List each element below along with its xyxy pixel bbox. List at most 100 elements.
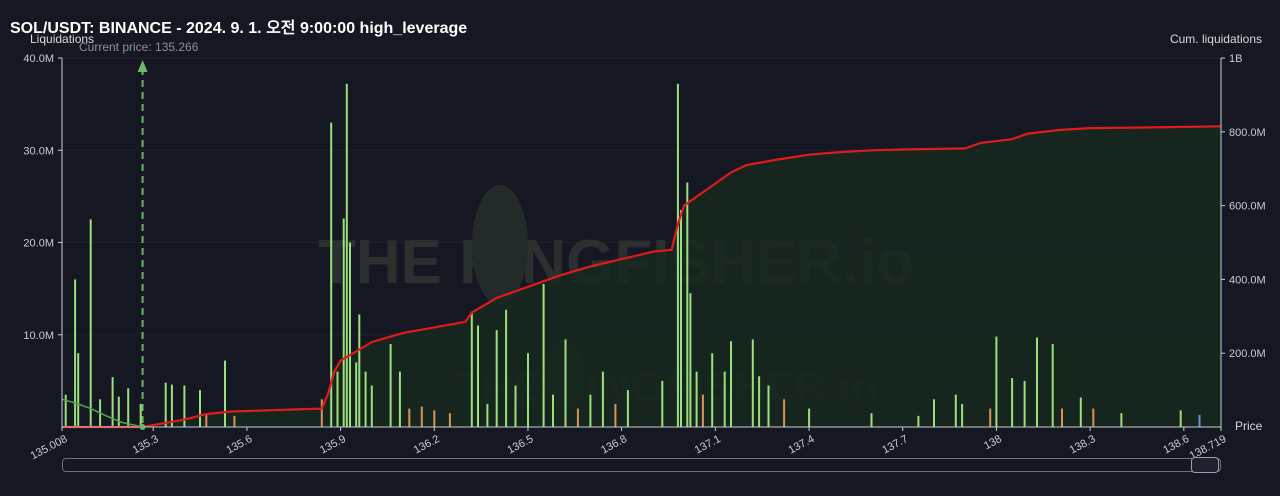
liquidation-bar	[420, 406, 423, 427]
x-tick-label: 136.5	[505, 433, 535, 457]
liquidation-bar	[989, 408, 992, 427]
chart-title: SOL/USDT: BINANCE - 2024. 9. 1. 오전 9:00:…	[10, 20, 468, 37]
liquidation-bar	[695, 371, 698, 427]
y-axis-left-label: Liquidations	[30, 32, 95, 46]
liquidation-bar	[205, 413, 208, 427]
liquidation-bar	[64, 394, 67, 427]
liquidation-bar	[389, 344, 392, 427]
y-ticks-right: 1B 800.0M 600.0M 400.0M 200.0M	[1221, 53, 1266, 360]
x-tick-label: 138	[982, 433, 1004, 452]
current-price-dot	[139, 424, 146, 430]
grip-icon[interactable]	[1191, 457, 1219, 473]
liquidation-bar	[320, 399, 323, 427]
liquidation-bar	[477, 325, 479, 427]
liquidation-bar	[527, 353, 529, 427]
liquidation-bar	[1092, 408, 1095, 427]
liquidation-bar	[183, 385, 186, 427]
liquidation-bar	[552, 394, 554, 427]
liquidation-bar	[589, 394, 592, 427]
liquidation-bar	[433, 410, 436, 427]
arrow-up-icon	[137, 60, 148, 72]
liquidation-bar	[576, 408, 579, 427]
liquidation-bar	[336, 371, 339, 427]
current-price-marker	[137, 60, 148, 430]
x-tick-label: 136.8	[599, 433, 629, 457]
y-right-tick-label: 200.0M	[1229, 348, 1266, 360]
liquidation-bar	[723, 371, 726, 427]
range-scrollbar[interactable]	[62, 458, 1221, 472]
x-tick-label: 137.7	[880, 433, 910, 457]
liquidation-bar	[1061, 408, 1063, 427]
x-tick-label: 138.6	[1161, 433, 1191, 457]
x-tick-label: 135.9	[318, 433, 348, 457]
liquidation-bar	[1120, 413, 1123, 427]
liquidation-bar	[89, 219, 92, 427]
liquidation-bar	[342, 218, 345, 427]
liquidation-bar	[758, 376, 761, 427]
y-right-tick-label: 400.0M	[1229, 274, 1266, 286]
liquidation-bar	[199, 390, 201, 427]
liquidation-bar	[370, 385, 373, 427]
liquidation-bar	[995, 336, 998, 427]
liquidation-bar	[233, 415, 236, 427]
liquidation-bar	[224, 360, 226, 427]
liquidation-bar	[486, 403, 489, 427]
liquidation-bar	[614, 403, 617, 427]
liquidation-bar	[711, 353, 714, 427]
liquidation-bar	[783, 399, 786, 427]
liquidation-bar	[1036, 337, 1038, 427]
liquidation-bar	[661, 380, 664, 427]
liquidation-bar	[470, 311, 473, 427]
liquidation-bar	[139, 403, 142, 427]
liquidation-bar	[514, 385, 517, 427]
liquidation-bar	[1023, 380, 1026, 427]
liquidation-bar	[170, 384, 173, 427]
y-axis-right-label: Cum. liquidations	[1169, 32, 1262, 46]
y-right-tick-label: 600.0M	[1229, 201, 1266, 213]
liquidation-bar	[689, 293, 692, 427]
liquidation-bar	[111, 377, 114, 427]
liquidation-bar	[345, 83, 348, 428]
liquidation-bar	[505, 309, 508, 427]
liquidation-bar	[74, 279, 77, 427]
liquidation-bars	[64, 83, 1201, 428]
liquidation-bar	[961, 403, 964, 427]
scrollbar-handle[interactable]	[1189, 455, 1221, 475]
liquidation-bar	[1179, 410, 1182, 427]
x-tick-label: 136.2	[412, 433, 442, 457]
liquidation-bar	[870, 413, 873, 427]
y-right-tick-label: 800.0M	[1229, 127, 1266, 139]
liquidation-bar	[349, 242, 351, 427]
liquidation-bar	[127, 388, 130, 427]
x-tick-label: 135.3	[131, 433, 161, 457]
liquidation-bar	[495, 330, 498, 427]
liquidation-bar	[164, 382, 167, 427]
cumulative-line	[62, 125, 1222, 429]
x-axis-label: Price	[1235, 419, 1263, 433]
x-tick-label: 135.6	[224, 433, 254, 457]
liquidation-bar	[730, 341, 732, 427]
liquidation-bar	[448, 413, 451, 427]
liquidation-bar	[917, 415, 920, 427]
liquidation-bar	[564, 339, 567, 427]
liquidation-bar	[626, 390, 629, 427]
liquidation-bar	[364, 371, 367, 427]
y-left-tick-label: 40.0M	[23, 53, 54, 65]
liquidation-bar	[808, 408, 811, 427]
y-left-tick-label: 10.0M	[23, 330, 54, 342]
y-left-tick-label: 30.0M	[23, 145, 54, 157]
liquidation-bar	[330, 122, 333, 427]
liquidation-bar	[358, 314, 361, 427]
liquidation-bar	[1198, 415, 1201, 427]
x-tick-label: 137.4	[787, 433, 817, 457]
liquidation-bar	[767, 385, 770, 427]
x-tick-label: 137.1	[693, 433, 723, 457]
liquidation-bar	[933, 399, 935, 427]
liquidation-bar	[355, 362, 358, 427]
liquidation-bar	[751, 339, 754, 427]
kingfisher-logo-icon	[472, 185, 528, 305]
y-ticks-left: 40.0M 30.0M 20.0M 10.0M	[23, 53, 62, 342]
x-tick-label: 138.3	[1068, 433, 1098, 457]
liquidation-bar	[408, 408, 411, 427]
